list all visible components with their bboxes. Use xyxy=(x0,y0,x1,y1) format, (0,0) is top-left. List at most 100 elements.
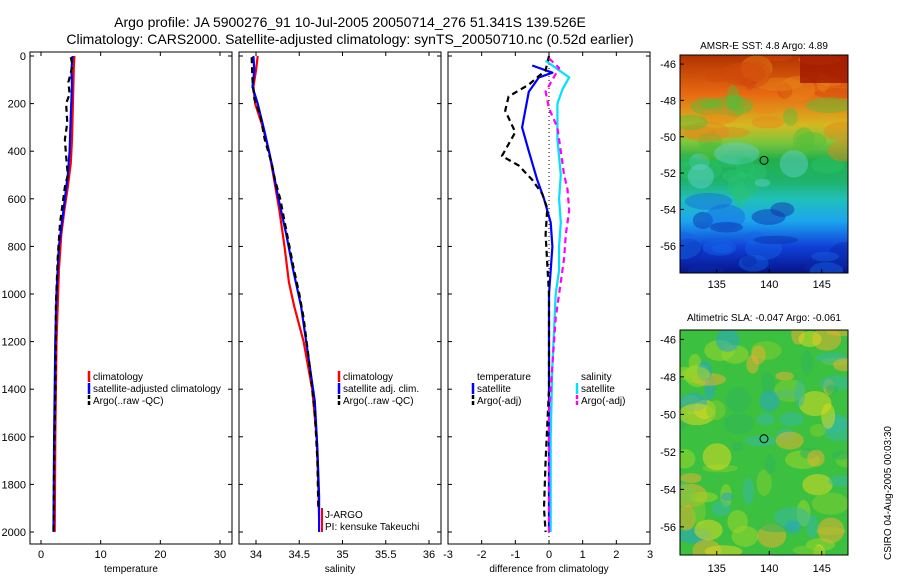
sst-texture-blob xyxy=(809,262,844,273)
salinity-xtick-label: 34 xyxy=(250,549,262,561)
sla-texture-blob xyxy=(775,371,794,381)
sla-texture-blob xyxy=(756,413,775,426)
salinity-axes-frame xyxy=(238,51,442,545)
difference-xtick-label: 0 xyxy=(546,549,552,561)
sst-texture-blob xyxy=(740,55,773,82)
sst-texture-blob xyxy=(744,236,783,261)
sst-texture-blob xyxy=(770,202,795,217)
sst-texture-blob xyxy=(783,108,798,126)
sst-texture-blob xyxy=(754,178,771,187)
sla-texture-blob xyxy=(731,442,744,451)
sla-texture-blob xyxy=(694,519,723,541)
sla-texture-blob xyxy=(825,384,839,395)
sla-texture-blob xyxy=(761,371,775,396)
sst-texture-blob xyxy=(743,231,765,245)
sla-texture-blob xyxy=(821,403,836,429)
temperature-series-climatology xyxy=(53,55,76,533)
temperature-panel: 0 10 20 30 temperature 0 200 400 600 800 1000 1200 1… xyxy=(2,51,233,575)
sst-texture-blob xyxy=(708,95,754,116)
sla-lat-tick-label: -52 xyxy=(660,447,676,459)
sla-texture-blob xyxy=(689,491,718,503)
salinity-annotation: J-ARGO xyxy=(325,510,363,521)
sst-texture-blob xyxy=(796,131,827,149)
sst-texture-blob xyxy=(698,142,726,162)
sst-texture-blob xyxy=(709,221,743,233)
sla-texture-blob xyxy=(792,545,824,555)
sst-texture-blob xyxy=(741,255,757,268)
sst-lat-tick-label: -46 xyxy=(660,59,676,71)
sla-texture-blob xyxy=(764,454,776,475)
depth-tick-label: 0 xyxy=(20,51,26,63)
sst-lat-tick-label: -52 xyxy=(660,168,676,180)
sla-texture-blob xyxy=(704,545,743,555)
difference-series-temperature-argo-adj- xyxy=(500,55,551,533)
sla-texture-blob xyxy=(680,449,696,469)
sst-argo-position-marker xyxy=(759,155,769,165)
depth-tick-label: 1600 xyxy=(2,432,26,444)
sst-texture-blob xyxy=(690,97,723,116)
depth-tick-label: 1200 xyxy=(2,337,26,349)
sla-lat-tick-label: -54 xyxy=(660,484,676,496)
sst-texture-blob xyxy=(811,251,840,262)
sla-texture-blob xyxy=(817,517,845,544)
sla-texture-blob xyxy=(802,473,833,496)
sst-texture-blob xyxy=(814,88,848,99)
sla-texture-blob xyxy=(742,477,755,505)
sst-texture-blob xyxy=(697,133,723,150)
sst-texture-blob xyxy=(755,77,803,91)
difference-series-salinity-argo-adj- xyxy=(544,57,571,532)
depth-tick-label: 1800 xyxy=(2,479,26,491)
sst-texture-blob xyxy=(685,241,704,259)
difference-xtick-label: 2 xyxy=(613,549,619,561)
sla-lat-tick-label: -46 xyxy=(660,334,676,346)
sst-texture-blob xyxy=(827,140,848,162)
temperature-legend-label: Argo(..raw -QC) xyxy=(93,396,164,407)
sla-lon-tick-label: 140 xyxy=(760,563,778,575)
difference-legend-salinity-label: satellite xyxy=(581,384,615,395)
sla-texture-blob xyxy=(832,451,848,460)
sst-texture-blob xyxy=(753,105,778,114)
difference-legend-temperature-label: satellite xyxy=(477,384,511,395)
sst-texture-blob xyxy=(687,164,714,189)
sst-map: AMSR-E SST: 4.8 Argo: 4.89 135 140 145 -46 -4… xyxy=(660,41,849,291)
depth-tick-label: 1400 xyxy=(2,384,26,396)
salinity-legend-label: satellite adj. clim. xyxy=(343,384,419,395)
difference-legend-salinity-label: Argo(-adj) xyxy=(581,396,625,407)
sst-texture-blob xyxy=(680,238,702,257)
sla-lat-tick-label: -56 xyxy=(660,522,676,534)
sst-texture-blob xyxy=(680,156,698,167)
sst-texture-blob xyxy=(764,55,793,62)
sla-lat-tick-label: -50 xyxy=(660,409,676,421)
sst-map-title: AMSR-E SST: 4.8 Argo: 4.89 xyxy=(700,41,828,52)
sla-argo-position-marker xyxy=(759,434,769,444)
sst-texture-blob xyxy=(743,67,756,91)
difference-xtick-label: -3 xyxy=(443,549,453,561)
sst-map-frame xyxy=(679,54,849,274)
sla-texture-blob xyxy=(727,510,748,534)
sla-texture-blob xyxy=(801,350,814,376)
sst-texture-blob xyxy=(701,100,716,110)
sst-texture-blob xyxy=(689,153,710,171)
depth-tick-label: 800 xyxy=(8,241,26,253)
sla-texture-blob xyxy=(751,345,766,365)
temperature-xtick-label: 20 xyxy=(154,549,166,561)
sst-texture-blob xyxy=(680,231,702,260)
temperature-xlabel: temperature xyxy=(104,564,158,575)
sla-texture-blob xyxy=(726,387,751,413)
sla-texture-blob xyxy=(692,497,706,526)
temperature-axes-frame xyxy=(29,51,233,545)
sst-texture-blob xyxy=(704,73,731,83)
sst-texture-blob xyxy=(811,157,845,174)
sst-texture-blob xyxy=(751,116,784,129)
sst-texture-blob xyxy=(736,156,755,178)
difference-xtick-label: 1 xyxy=(580,549,586,561)
sst-texture-blob xyxy=(734,60,771,88)
sst-texture-blob xyxy=(721,169,747,183)
sla-map-title: Altimetric SLA: -0.047 Argo: -0.061 xyxy=(687,313,841,324)
sst-lat-tick-label: -54 xyxy=(660,204,676,216)
sla-lon-tick-label: 145 xyxy=(813,563,831,575)
temperature-series-satellite-adjusted-climatology xyxy=(52,55,74,533)
